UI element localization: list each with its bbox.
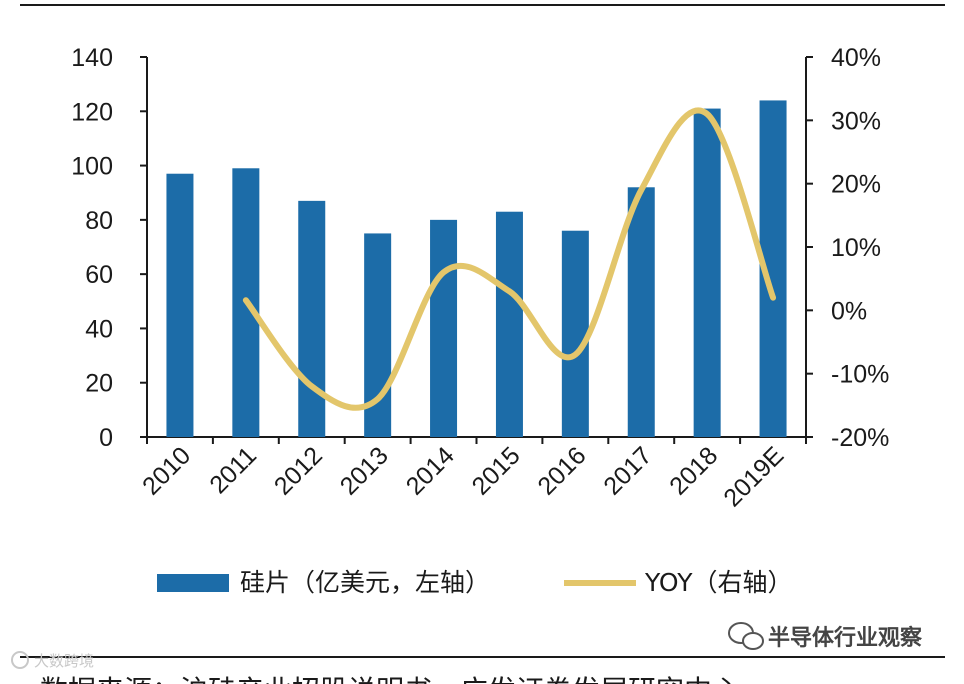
logo-icon	[11, 651, 29, 669]
x-tick-label: 2010	[137, 441, 196, 500]
right-tick-label: -10%	[831, 361, 889, 389]
x-tick-label: 2015	[467, 441, 526, 500]
bar-2010	[166, 173, 194, 437]
left-tick-label: 80	[85, 207, 113, 235]
x-tick-label: 2018	[664, 441, 723, 500]
right-axis: -20% -10% 0% 10% 20% 30% 40%	[806, 44, 889, 452]
left-tick-label: 140	[71, 44, 113, 72]
left-tick-label: 20	[85, 370, 113, 398]
bar-2015	[495, 211, 523, 437]
x-tick-label: 2013	[335, 441, 394, 500]
bar-2018	[693, 108, 721, 438]
right-tick-label: 40%	[831, 44, 881, 72]
watermark-text: 半导体行业观察	[768, 625, 923, 651]
logo-watermark: 大数跨境	[11, 651, 94, 670]
left-axis: 0 20 40 60 80 100 120 140	[71, 44, 147, 452]
x-tick-label: 2014	[401, 441, 460, 500]
wechat-watermark: 半导体行业观察	[728, 622, 923, 651]
x-tick-label: 2012	[269, 441, 328, 500]
yoy-line	[242, 107, 777, 411]
legend-label-bar: 硅片（亿美元，左轴）	[240, 568, 490, 597]
left-tick-label: 120	[71, 98, 113, 126]
left-tick-label: 40	[85, 315, 113, 343]
legend-swatch-bar	[157, 574, 229, 592]
left-tick-label: 0	[99, 424, 113, 452]
wechat-icon	[728, 622, 764, 650]
source-note: 数据来源：沪硅产业招股说明书，广发证券发展研究中心	[40, 674, 740, 684]
x-axis: 2010 2011 2012 2013 2014 2015 2016 2017 20182019…	[137, 437, 807, 512]
x-tick-label: 2016	[532, 441, 591, 500]
right-tick-label: 20%	[831, 171, 881, 199]
x-tick-label: 2011	[204, 441, 262, 499]
right-tick-label: 0%	[831, 297, 867, 325]
right-tick-label: -20%	[831, 424, 889, 452]
right-tick-label: 30%	[831, 107, 881, 135]
right-tick-label: 10%	[831, 234, 881, 262]
legend: 硅片（亿美元，左轴） YOY（右轴）	[157, 568, 793, 597]
x-tick-label: 2017	[598, 441, 657, 500]
x-tick-label: 2019E	[718, 441, 789, 512]
bar-2012	[298, 200, 326, 437]
legend-label-line: YOY（右轴）	[644, 568, 793, 597]
left-tick-label: 60	[85, 261, 113, 289]
bar-2014	[430, 219, 458, 437]
left-tick-label: 100	[71, 153, 113, 181]
logo-text: 大数跨境	[34, 652, 94, 670]
bar-2016	[561, 230, 589, 437]
bar-2017	[627, 187, 655, 437]
bar-series	[166, 100, 787, 438]
